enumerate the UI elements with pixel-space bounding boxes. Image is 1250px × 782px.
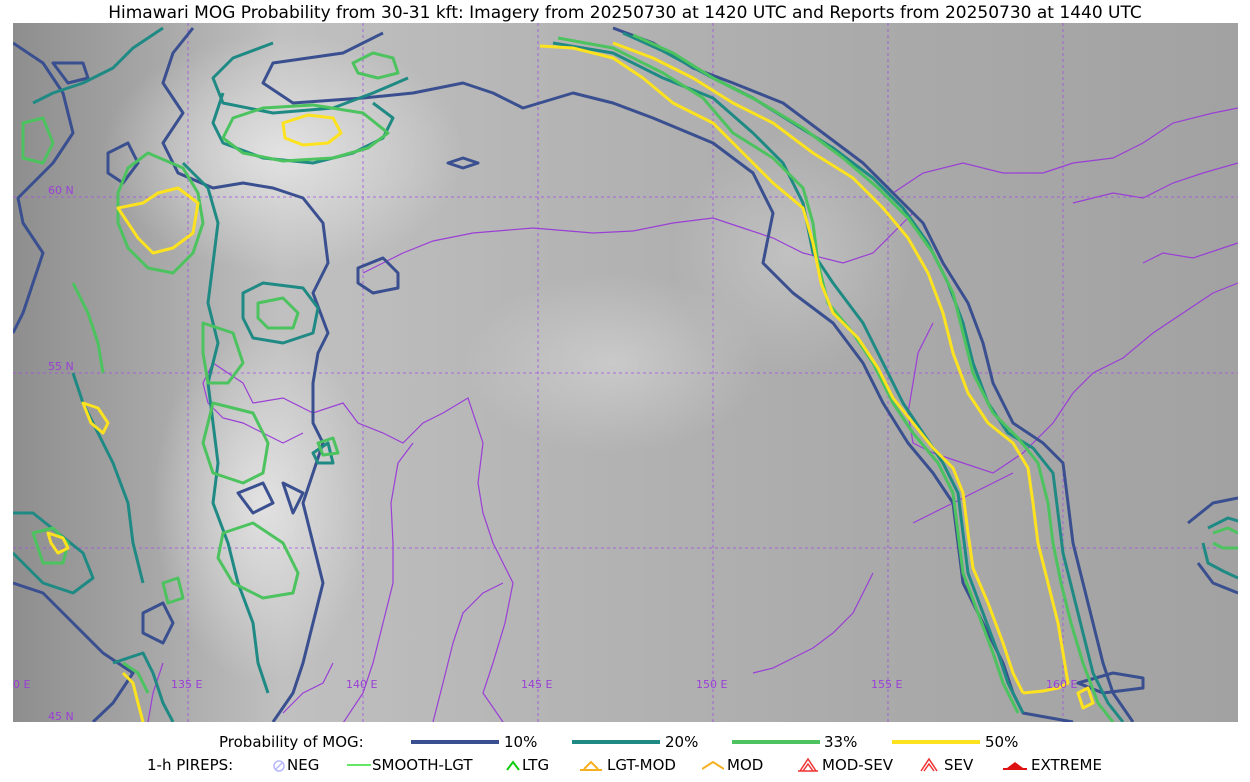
swatch-10pct [411,740,499,744]
legend-label-10pct: 10% [504,733,538,751]
legend-label-50pct: 50% [985,733,1019,751]
caret-icon [702,760,724,770]
cloud-patch [673,133,913,373]
lon-label-155e: 155 E [871,678,902,691]
line-icon [347,764,371,766]
graticule-labels: 60 N 55 N 45 N 130 E 135 E 140 E 145 E 1… [13,184,1077,722]
neg-circle-icon [273,760,285,772]
satellite-map: 60 N 55 N 45 N 130 E 135 E 140 E 145 E 1… [13,23,1238,722]
caret-icon [506,760,520,771]
double-caret-icon [798,757,818,772]
lat-label-55n: 55 N [48,360,74,373]
swatch-20pct [572,740,660,744]
lon-label-140e: 140 E [346,678,377,691]
cloud-patch [153,323,373,683]
contour-33pct [21,33,1238,722]
probability-legend-label: Probability of MOG: [219,733,364,751]
legend-label-33pct: 33% [824,733,858,751]
filled-caret-icon [1003,762,1027,770]
figure-title: Himawari MOG Probability from 30-31 kft:… [108,3,1142,23]
pirep-legend-label: 1-h PIREPS: [147,756,234,774]
pirep-legend: 1-h PIREPS: NEG SMOOTH-LGT LTG LGT-MOD M… [0,756,1250,776]
graticule [13,23,1238,722]
mog-contours [13,26,1238,722]
lat-label-60n: 60 N [48,184,74,197]
probability-legend: Probability of MOG: 10% 20% 33% 50% [0,733,1250,753]
pirep-label-extreme: EXTREME [1031,756,1102,774]
swatch-50pct [892,740,980,744]
lon-label-150e: 150 E [696,678,727,691]
contour-50pct [46,41,1095,722]
pirep-label-sev: SEV [944,756,974,774]
double-caret-icon [920,757,938,772]
lon-label-145e: 145 E [521,678,552,691]
pirep-label-neg: NEG [287,756,320,774]
pirep-label-mod-sev: MOD-SEV [822,756,893,774]
lat-label-45n: 45 N [48,710,74,722]
lon-label-160e: 160 E [1046,678,1077,691]
pirep-label-ltg: LTG [522,756,550,774]
cloud-patch [103,33,463,273]
swatch-33pct [732,740,820,744]
caret-bar-icon [580,760,602,771]
legend-label-20pct: 20% [665,733,699,751]
pirep-label-mod: MOD [727,756,764,774]
map-canvas: 60 N 55 N 45 N 130 E 135 E 140 E 145 E 1… [13,23,1238,722]
pirep-label-smooth-lgt: SMOOTH-LGT [372,756,473,774]
lon-label-130e: 130 E [13,678,30,691]
lon-label-135e: 135 E [171,678,202,691]
pirep-label-lgt-mod: LGT-MOD [607,756,676,774]
